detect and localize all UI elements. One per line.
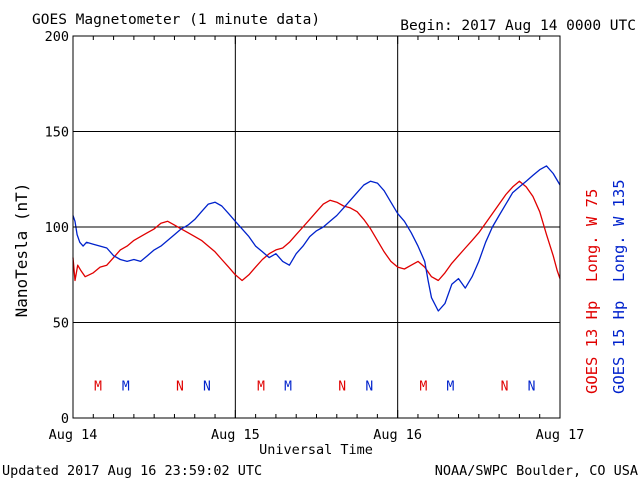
annotation-marker-m: M bbox=[94, 380, 102, 395]
credit-text: NOAA/SWPC Boulder, CO USA bbox=[435, 463, 638, 479]
y-tick-label: 200 bbox=[45, 29, 69, 45]
x-tick-label: Aug 17 bbox=[536, 427, 585, 443]
begin-time: Begin: 2017 Aug 14 0000 UTC bbox=[400, 18, 636, 34]
x-tick-label: Aug 15 bbox=[211, 427, 260, 443]
annotation-marker-n: N bbox=[501, 380, 509, 395]
x-tick-label: Aug 14 bbox=[49, 427, 98, 443]
y-axis-ticks: 0 50 100 150 200 bbox=[45, 29, 560, 427]
series-line-goes15 bbox=[72, 165, 561, 312]
annotation-marker-n: N bbox=[365, 380, 373, 395]
y-tick-label: 150 bbox=[45, 125, 69, 141]
updated-timestamp: Updated 2017 Aug 16 23:59:02 UTC bbox=[2, 463, 262, 479]
annotation-marker-m: M bbox=[257, 380, 265, 395]
annotation-marker-n: N bbox=[176, 380, 184, 395]
series-line-goes13 bbox=[72, 180, 561, 282]
x-axis-ticks: Aug 14 Aug 15 Aug 16 Aug 17 bbox=[49, 36, 585, 443]
annotation-marker-n: N bbox=[203, 380, 211, 395]
chart-title: GOES Magnetometer (1 minute data) bbox=[32, 12, 320, 28]
y-tick-label: 0 bbox=[61, 411, 69, 427]
x-tick-label: Aug 16 bbox=[373, 427, 422, 443]
annotation-marker-n: N bbox=[338, 380, 346, 395]
legend-goes15: GOES 15 Hp Long. W 135 bbox=[610, 179, 628, 394]
annotation-marker-m: M bbox=[284, 380, 292, 395]
legend-goes13: GOES 13 Hp Long. W 75 bbox=[583, 189, 601, 394]
annotation-marker-m: M bbox=[447, 380, 455, 395]
series-lines bbox=[72, 165, 561, 312]
y-tick-label: 100 bbox=[45, 220, 69, 236]
y-axis-label: NanoTesla (nT) bbox=[12, 183, 31, 318]
annotation-marker-m: M bbox=[419, 380, 427, 395]
grid bbox=[73, 36, 560, 418]
x-axis-label: Universal Time bbox=[259, 442, 373, 458]
annotation-marker-n: N bbox=[528, 380, 536, 395]
y-tick-label: 50 bbox=[53, 316, 69, 332]
annotation-marker-m: M bbox=[122, 380, 130, 395]
